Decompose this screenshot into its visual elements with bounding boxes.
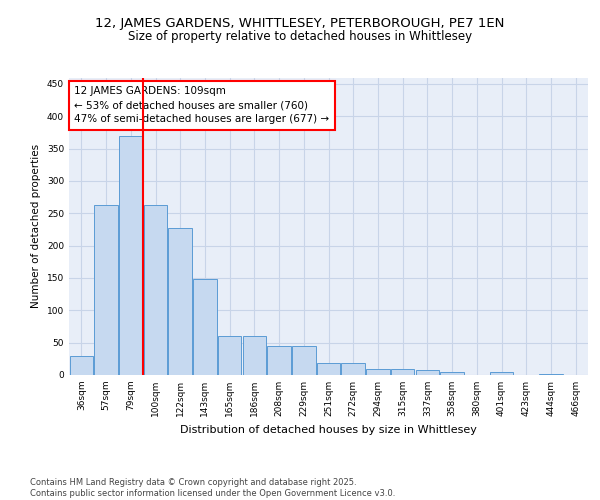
Bar [144,205,167,375]
Text: Contains HM Land Registry data © Crown copyright and database right 2025.
Contai: Contains HM Land Registry data © Crown c… [30,478,395,498]
Bar [341,364,365,375]
Bar [193,280,217,375]
Y-axis label: Number of detached properties: Number of detached properties [31,144,41,308]
Text: 12 JAMES GARDENS: 109sqm
← 53% of detached houses are smaller (760)
47% of semi-: 12 JAMES GARDENS: 109sqm ← 53% of detach… [74,86,329,124]
Bar [94,205,118,375]
Bar [539,374,563,375]
Bar [292,346,316,375]
Bar [242,336,266,375]
Bar [391,368,415,375]
Bar [268,346,291,375]
Bar [416,370,439,375]
Bar [119,136,143,375]
Bar [366,368,389,375]
X-axis label: Distribution of detached houses by size in Whittlesey: Distribution of detached houses by size … [180,424,477,434]
Bar [440,372,464,375]
Bar [70,356,93,375]
Text: 12, JAMES GARDENS, WHITTLESEY, PETERBOROUGH, PE7 1EN: 12, JAMES GARDENS, WHITTLESEY, PETERBORO… [95,18,505,30]
Bar [317,364,340,375]
Bar [490,372,513,375]
Text: Size of property relative to detached houses in Whittlesey: Size of property relative to detached ho… [128,30,472,43]
Bar [218,336,241,375]
Bar [169,228,192,375]
